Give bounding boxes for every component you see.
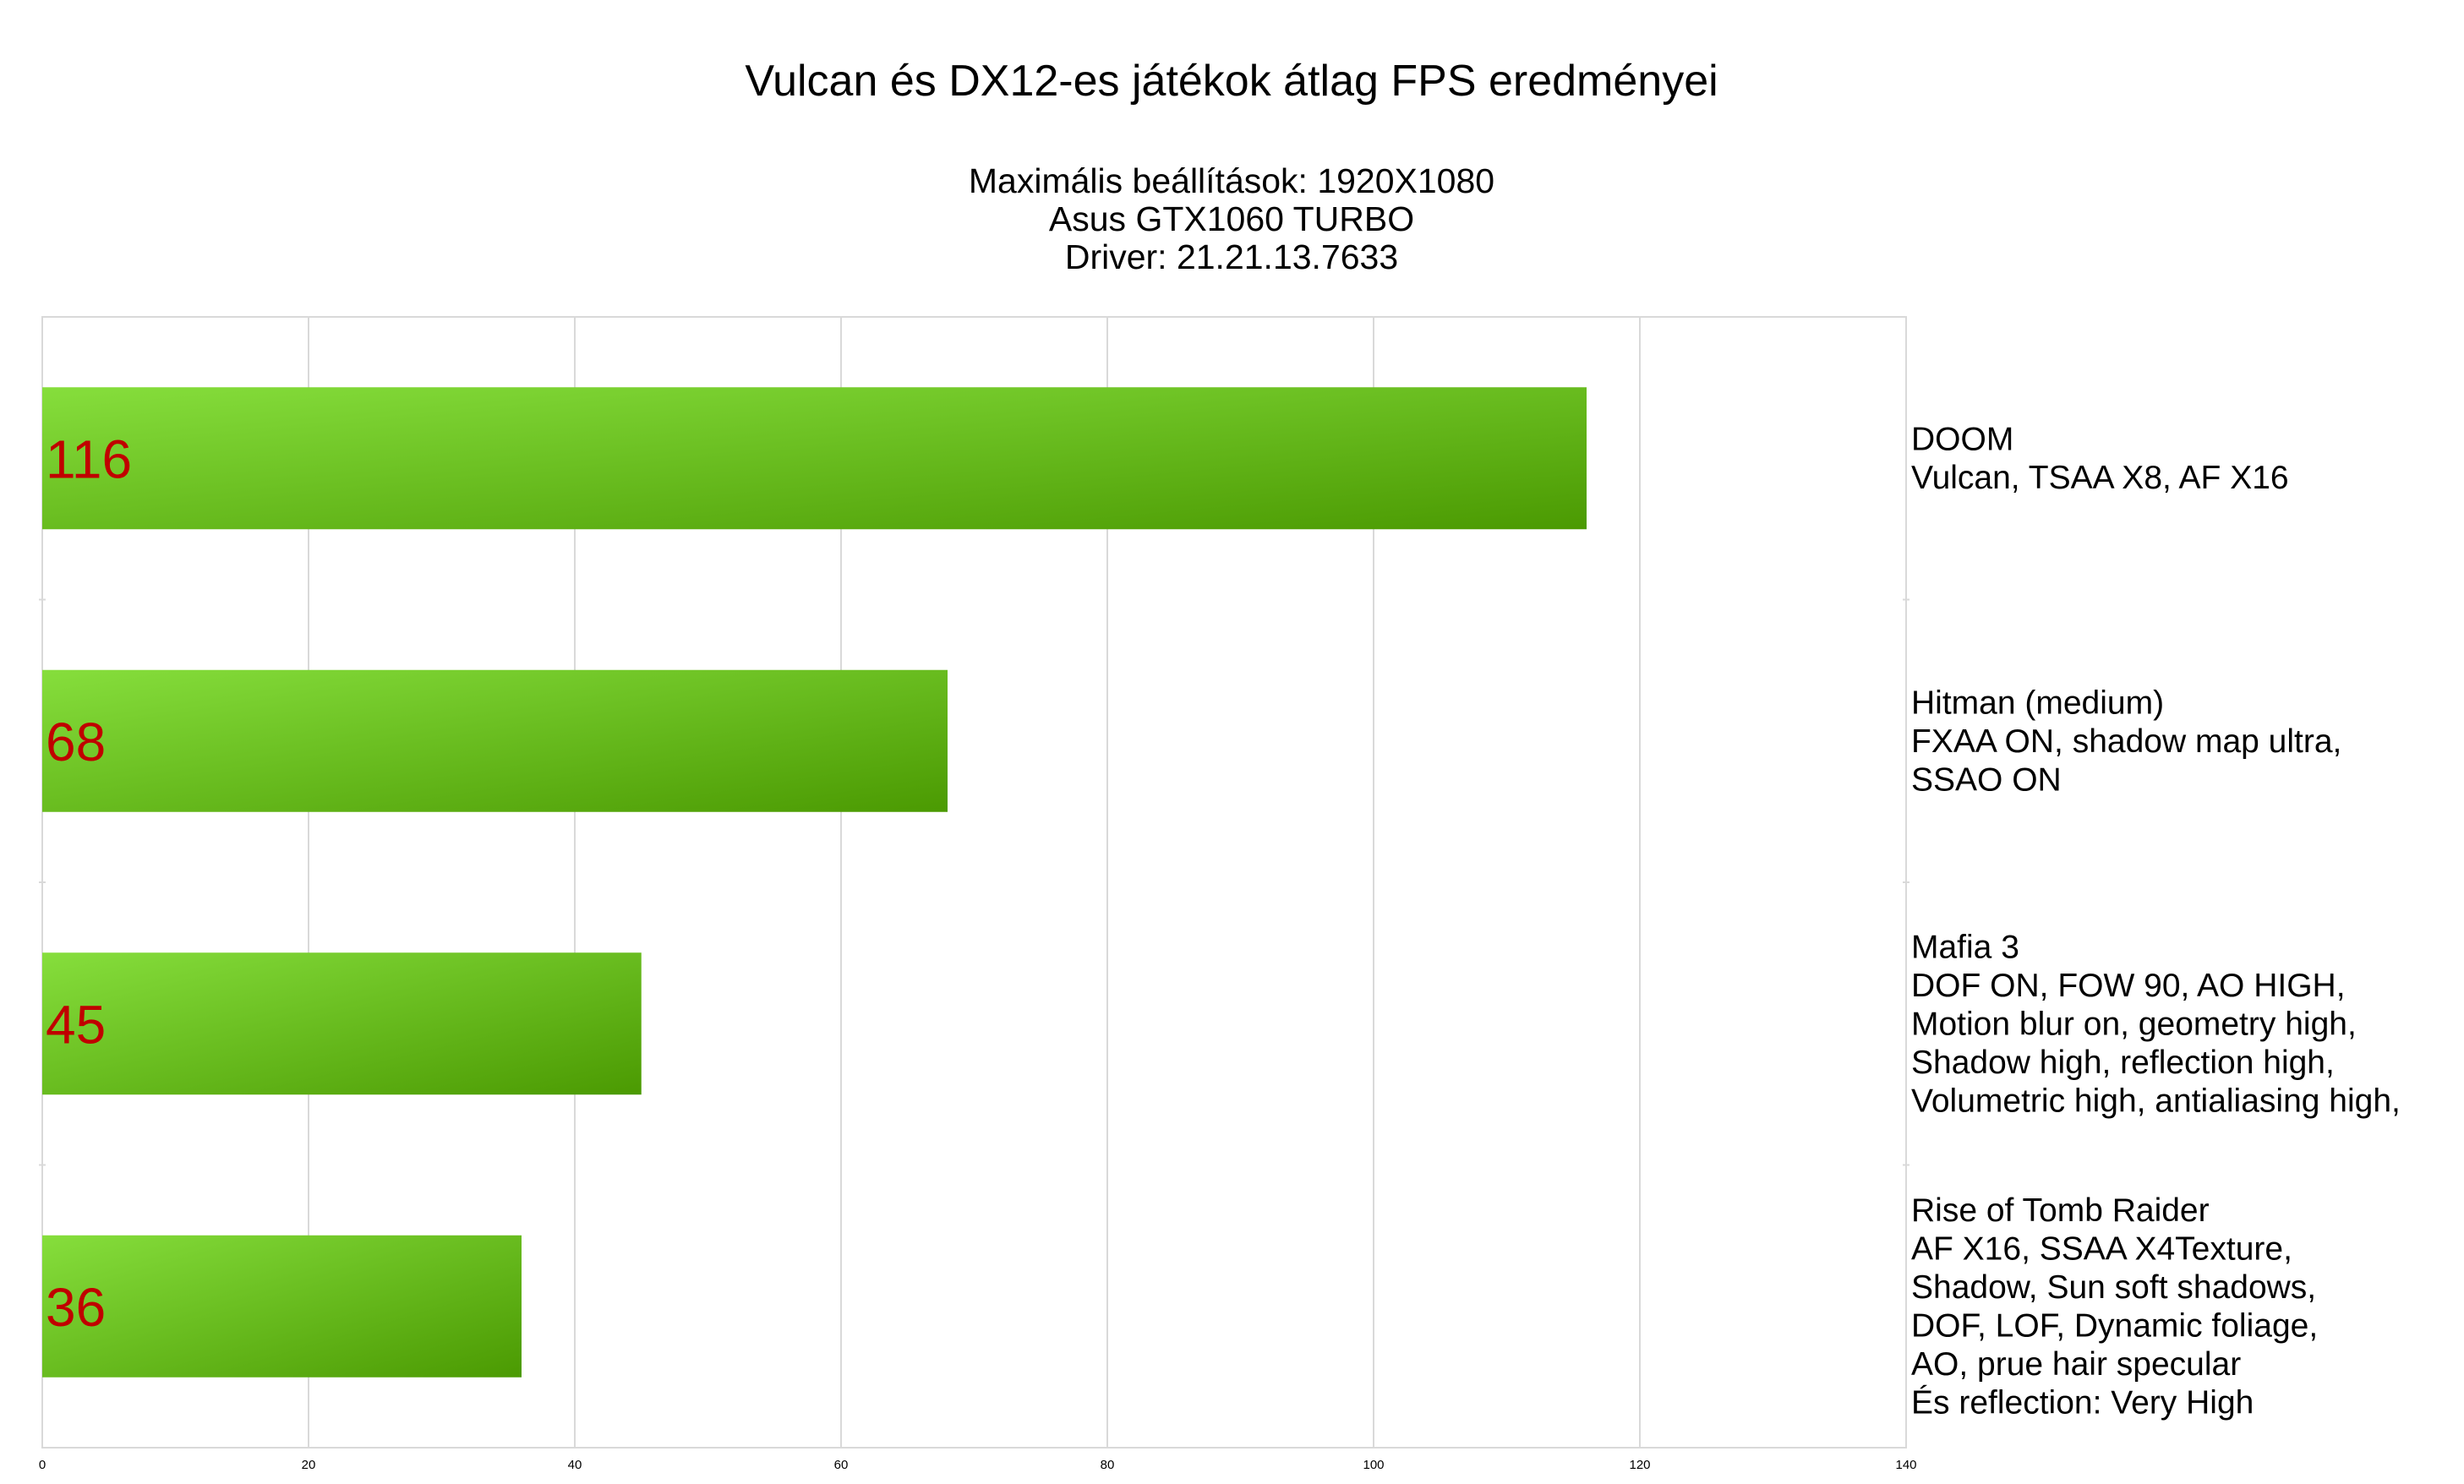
category-name: Rise of Tomb Raider: [1911, 1192, 2210, 1229]
value-labels: 116 68 45 36: [46, 428, 132, 1338]
bar: [42, 669, 948, 812]
data-label: 116: [46, 428, 132, 489]
x-tick-label: 60: [834, 1458, 849, 1472]
x-axis-tick-labels: 0 20 40 60 80 100 120 140: [39, 1458, 1917, 1472]
data-label: 68: [46, 712, 106, 772]
bar: [42, 1235, 522, 1378]
category-detail-line: AO, prue hair specular: [1911, 1346, 2241, 1383]
category-detail-line: Shadow high, reflection high,: [1911, 1045, 2335, 1081]
chart-subtitle-line-1: Maximális beállítások: 1920X1080: [969, 161, 1494, 200]
x-tick-label: 100: [1363, 1458, 1384, 1472]
x-tick-label: 40: [568, 1458, 582, 1472]
category-name: Hitman (medium): [1911, 685, 2164, 721]
category-detail-line: FXAA ON, shadow map ultra,: [1911, 723, 2341, 760]
category-detail-line: Motion blur on, geometry high,: [1911, 1006, 2357, 1042]
x-tick-label: 80: [1101, 1458, 1115, 1472]
category-detail-line: Vulcan, TSAA X8, AF X16: [1911, 460, 2289, 496]
bar: [42, 952, 642, 1095]
data-label: 36: [46, 1277, 106, 1338]
bar: [42, 387, 1587, 530]
x-tick-label: 140: [1895, 1458, 1916, 1472]
x-tick-label: 0: [39, 1458, 46, 1472]
chart-title: Vulcan és DX12-es játékok átlag FPS ered…: [745, 57, 1718, 106]
category-detail-line: Shadow, Sun soft shadows,: [1911, 1269, 2316, 1306]
category-detail-line: DOF, LOF, Dynamic foliage,: [1911, 1308, 2318, 1345]
chart-subtitle-line-2: Asus GTX1060 TURBO: [1049, 199, 1414, 238]
category-name: DOOM: [1911, 422, 2013, 458]
category-detail-line: DOF ON, FOW 90, AO HIGH,: [1911, 968, 2346, 1004]
category-detail-line: SSAO ON: [1911, 761, 2062, 798]
chart-subtitle-line-3: Driver: 21.21.13.7633: [1065, 237, 1398, 276]
category-detail-line: AF X16, SSAA X4Texture,: [1911, 1231, 2292, 1268]
data-label: 45: [46, 994, 106, 1055]
bars: [42, 387, 1587, 1378]
category-detail-line: Volumetric high, antialiasing high,: [1911, 1083, 2401, 1119]
x-tick-label: 120: [1629, 1458, 1650, 1472]
x-tick-label: 20: [302, 1458, 316, 1472]
category-detail-line: És reflection: Very High: [1911, 1385, 2254, 1421]
category-name: Mafia 3: [1911, 929, 2019, 965]
